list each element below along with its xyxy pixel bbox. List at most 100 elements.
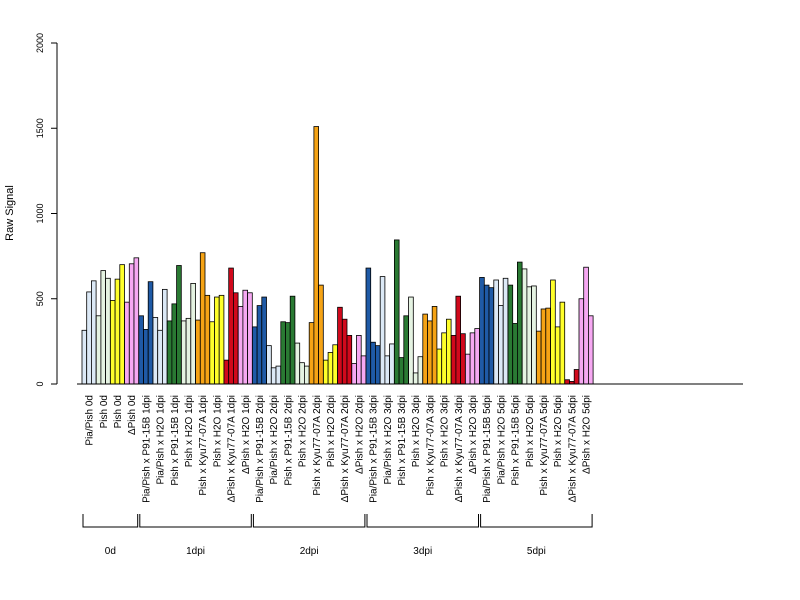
bar [228, 267, 234, 385]
bar [384, 355, 390, 385]
bar [180, 320, 187, 385]
bar [540, 308, 547, 385]
x-tick-label: Pish x H2O 5dpi [525, 395, 536, 467]
x-tick-label: ΔPish x Kyu77-07A 2dpi [340, 395, 351, 502]
x-tick-label: Pia/Pish x H2O 5dpi [496, 395, 507, 485]
x-tick-label: ΔPish x Kyu77-07A 5dpi [567, 395, 578, 502]
x-tick-label: Pish x Kyu77-07A 1dpi [198, 395, 209, 496]
bar [573, 369, 580, 385]
x-tick-label: Pish x H2O 2dpi [298, 395, 309, 467]
bar [157, 329, 163, 385]
bar [119, 264, 125, 385]
x-tick-label: Pish x P91-15B 5dpi [511, 395, 522, 486]
x-tick-label: Pia/Pish x H2O 2dpi [269, 395, 280, 485]
bar [460, 333, 466, 385]
bar [545, 307, 551, 385]
bar [161, 288, 168, 385]
x-tick-label: Pish 0d [99, 395, 110, 428]
x-tick-label: Pia/Pish x H2O 3dpi [383, 395, 394, 485]
bar [365, 267, 372, 385]
x-tick-label: Pia/Pish 0d [85, 395, 96, 446]
bar [398, 357, 405, 385]
bar [360, 355, 367, 385]
y-tick-label: 1500 [35, 118, 45, 138]
bar [299, 362, 305, 385]
bar [294, 342, 301, 385]
bar [147, 281, 154, 385]
bar [488, 287, 495, 385]
x-tick-label: Pia/Pish x P91-15B 2dpi [255, 395, 266, 503]
x-tick-labels: Pia/Pish 0d Pish 0d Pish 0d ΔPish 0d Pia/Pis… [85, 395, 593, 503]
bar [86, 291, 92, 385]
bar [124, 301, 130, 385]
bar [100, 270, 107, 385]
bar [536, 330, 542, 385]
x-tick-label: Pish x H2O 3dpi [411, 395, 422, 467]
x-tick-label: ΔPish x H2O 2dpi [354, 395, 365, 474]
bar [266, 345, 272, 385]
group-label: 1dpi [186, 546, 205, 557]
bar [526, 286, 533, 385]
bar [251, 326, 258, 385]
bar [346, 335, 353, 385]
bar [583, 266, 589, 385]
x-tick-label: Pish x P91-15B 1dpi [170, 395, 181, 486]
group-brackets: 0d 1dpi 2dpi 3dpi 5dpi [82, 514, 593, 557]
bar [143, 329, 149, 385]
bar [185, 317, 192, 385]
bar [498, 305, 504, 385]
bar [550, 279, 556, 385]
x-tick-label: Pish x P91-15B 3dpi [397, 395, 408, 486]
x-tick-label: ΔPish x Kyu77-07A 3dpi [454, 395, 465, 502]
bar [578, 298, 585, 385]
bar [374, 345, 381, 385]
bar [408, 296, 414, 385]
bar [588, 315, 594, 385]
bar [517, 261, 523, 385]
bar [313, 126, 319, 385]
bar [176, 265, 182, 385]
bar [389, 343, 395, 385]
x-tick-label: Pish x H2O 5dpi [553, 395, 564, 467]
x-tick-label: Pish x H2O 2dpi [326, 395, 337, 467]
bar [356, 335, 362, 385]
bar [554, 326, 561, 385]
group-bracket [82, 514, 139, 528]
x-tick-label: Pish 0d [113, 395, 124, 428]
bar [280, 321, 286, 385]
x-tick-label: Pish x H2O 1dpi [184, 395, 195, 467]
bar [469, 332, 476, 385]
bar [209, 321, 215, 385]
bar [564, 379, 570, 385]
x-tick-label: Pish x H2O 1dpi [212, 395, 223, 467]
bar [493, 279, 499, 385]
group-label: 5dpi [527, 546, 546, 557]
x-tick-label: Pish x H2O 3dpi [440, 395, 451, 467]
bar [270, 367, 277, 385]
bar [247, 292, 253, 385]
bar [261, 296, 267, 385]
bar [133, 257, 140, 385]
bar [275, 365, 282, 385]
x-tick-label: ΔPish 0d [127, 395, 138, 435]
bar [256, 305, 263, 385]
y-tick-label: 0 [35, 381, 45, 386]
bar [214, 296, 220, 385]
bar [308, 322, 315, 385]
y-axis: 0 500 1000 1500 2000 [35, 33, 58, 387]
bar [422, 313, 428, 385]
bar [199, 252, 206, 385]
bar [332, 344, 338, 385]
bar [507, 284, 514, 385]
x-tick-label: Pish x Kyu77-07A 2dpi [312, 395, 323, 496]
bar [370, 341, 376, 385]
bar [218, 294, 225, 385]
bar [393, 239, 400, 385]
bar [318, 284, 324, 385]
group-bracket [139, 514, 252, 528]
bar [232, 292, 239, 385]
group-bracket [480, 514, 593, 528]
bar [559, 301, 566, 385]
x-tick-label: ΔPish x Kyu77-07A 1dpi [227, 395, 238, 502]
bar [474, 328, 480, 385]
